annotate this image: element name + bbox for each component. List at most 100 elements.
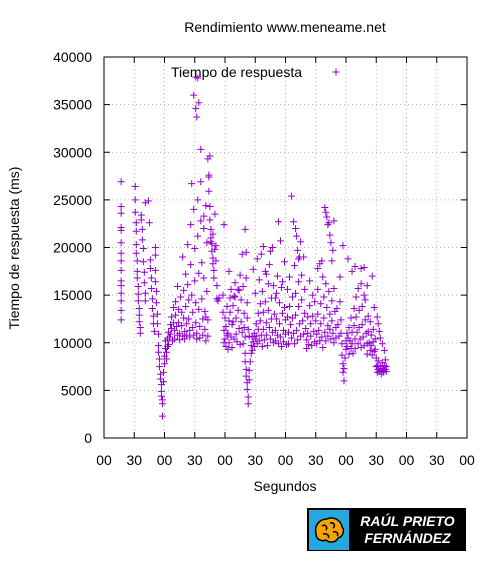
data-point [187, 221, 195, 229]
data-point [145, 219, 153, 227]
data-point [132, 241, 140, 249]
data-point [117, 282, 125, 290]
data-point [235, 286, 243, 294]
data-point [200, 274, 208, 282]
x-tick-label: 00 [338, 452, 354, 468]
data-point [307, 320, 315, 328]
data-point [202, 337, 210, 345]
data-point [224, 345, 232, 353]
data-point [357, 344, 365, 352]
data-point [239, 283, 247, 291]
data-point [321, 328, 329, 336]
data-point [135, 304, 143, 312]
data-point [292, 311, 300, 319]
data-point [360, 264, 368, 272]
data-point [171, 335, 179, 343]
data-point [148, 304, 156, 312]
data-point [360, 291, 368, 299]
data-point [186, 326, 194, 334]
data-point [381, 356, 389, 364]
data-point [333, 304, 341, 312]
data-point [141, 199, 149, 207]
x-tick-label: 00 [399, 452, 415, 468]
data-point [278, 309, 286, 317]
data-point [318, 257, 326, 265]
data-point [251, 289, 259, 297]
data-point [117, 316, 125, 324]
data-point [227, 285, 235, 293]
data-point [117, 266, 125, 274]
data-point [324, 221, 332, 229]
y-tick-label: 0 [84, 430, 92, 446]
data-point [294, 336, 302, 344]
data-point [341, 354, 349, 362]
data-point [208, 247, 216, 255]
data-point [324, 322, 332, 330]
data-point [181, 327, 189, 335]
data-point [148, 295, 156, 303]
data-point [330, 217, 338, 225]
data-point [167, 330, 175, 338]
data-point [279, 338, 287, 346]
data-point [315, 326, 323, 334]
data-point [230, 335, 238, 343]
data-point [157, 392, 165, 400]
data-point [219, 308, 227, 316]
data-point [354, 284, 362, 292]
data-point [309, 312, 317, 320]
x-tick-label: 30 [368, 452, 384, 468]
data-point [178, 322, 186, 330]
data-point [271, 326, 279, 334]
data-point [296, 253, 304, 261]
data-point [225, 267, 233, 275]
data-point [154, 330, 162, 338]
x-tick-label: 30 [429, 452, 445, 468]
data-point [303, 344, 311, 352]
data-point [317, 300, 325, 308]
data-point [228, 344, 236, 352]
data-point [146, 264, 154, 272]
data-point [139, 244, 147, 252]
data-point [258, 343, 266, 351]
data-point [131, 208, 139, 216]
data-point [179, 253, 187, 261]
data-point [345, 324, 353, 332]
data-point [171, 326, 179, 334]
y-tick-label: 40000 [53, 49, 92, 65]
data-point [220, 221, 228, 229]
data-point [380, 346, 388, 354]
author-logo: RAÚL PRIETO FERNÁNDEZ [307, 508, 466, 551]
data-point [141, 297, 149, 305]
data-point [298, 296, 306, 304]
data-point [342, 345, 350, 353]
data-point [152, 299, 160, 307]
data-point [310, 327, 318, 335]
data-point [190, 205, 198, 213]
data-point [330, 284, 338, 292]
data-point [183, 320, 191, 328]
data-point [334, 321, 342, 329]
data-point [204, 316, 212, 324]
data-point [368, 272, 376, 280]
data-point [295, 278, 303, 286]
data-point [244, 325, 252, 333]
plot-frame [103, 56, 468, 439]
data-point [276, 237, 284, 245]
data-point [304, 313, 312, 321]
data-point [350, 322, 358, 330]
data-point [285, 340, 293, 348]
data-point [249, 265, 257, 273]
data-point [329, 329, 337, 337]
data-point [238, 250, 246, 258]
data-point [295, 255, 303, 263]
data-point [134, 297, 142, 305]
data-point [231, 293, 239, 301]
data-point [210, 274, 218, 282]
data-point [226, 294, 234, 302]
data-point [373, 362, 381, 370]
data-point [192, 299, 200, 307]
data-point [258, 287, 266, 295]
data-point [297, 238, 305, 246]
data-point [151, 266, 159, 274]
data-point [350, 304, 358, 312]
